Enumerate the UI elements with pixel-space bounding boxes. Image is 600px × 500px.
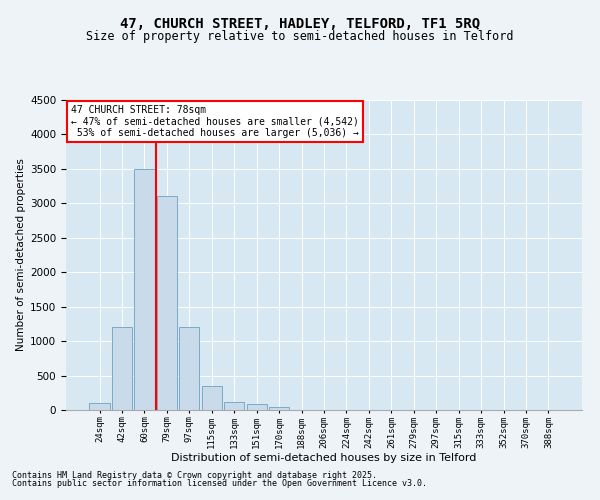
Bar: [89, 403, 110, 410]
Text: Contains HM Land Registry data © Crown copyright and database right 2025.: Contains HM Land Registry data © Crown c…: [12, 471, 377, 480]
Bar: [269, 406, 289, 410]
Text: Contains public sector information licensed under the Open Government Licence v3: Contains public sector information licen…: [12, 478, 427, 488]
Bar: [247, 404, 267, 410]
Text: 47, CHURCH STREET, HADLEY, TELFORD, TF1 5RQ: 47, CHURCH STREET, HADLEY, TELFORD, TF1 …: [120, 18, 480, 32]
Bar: [157, 196, 177, 410]
Bar: [134, 169, 155, 410]
X-axis label: Distribution of semi-detached houses by size in Telford: Distribution of semi-detached houses by …: [172, 454, 476, 464]
Bar: [112, 328, 132, 410]
Text: Size of property relative to semi-detached houses in Telford: Size of property relative to semi-detach…: [86, 30, 514, 43]
Text: 47 CHURCH STREET: 78sqm
← 47% of semi-detached houses are smaller (4,542)
 53% o: 47 CHURCH STREET: 78sqm ← 47% of semi-de…: [71, 104, 359, 138]
Bar: [224, 402, 244, 410]
Bar: [202, 386, 222, 410]
Bar: [179, 328, 199, 410]
Y-axis label: Number of semi-detached properties: Number of semi-detached properties: [16, 158, 26, 352]
